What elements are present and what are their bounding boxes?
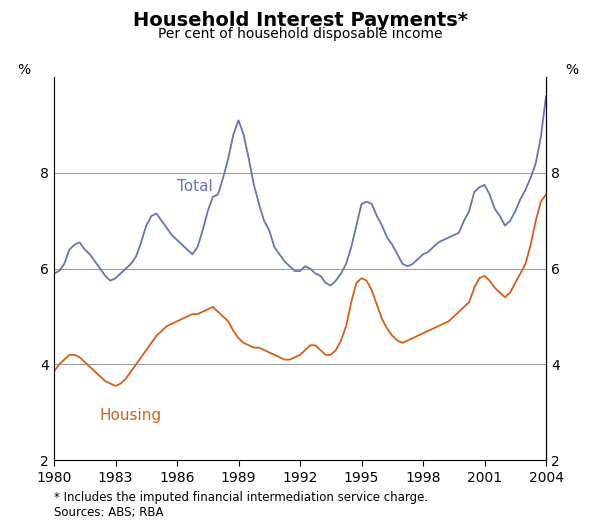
Text: %: % (565, 63, 578, 77)
Text: Housing: Housing (99, 408, 161, 422)
Text: Household Interest Payments*: Household Interest Payments* (133, 11, 467, 30)
Title: Per cent of household disposable income: Per cent of household disposable income (158, 27, 442, 41)
Text: Total: Total (177, 179, 213, 194)
Text: %: % (17, 63, 30, 77)
Text: * Includes the imputed financial intermediation service charge.
Sources: ABS; RB: * Includes the imputed financial interme… (54, 491, 428, 519)
